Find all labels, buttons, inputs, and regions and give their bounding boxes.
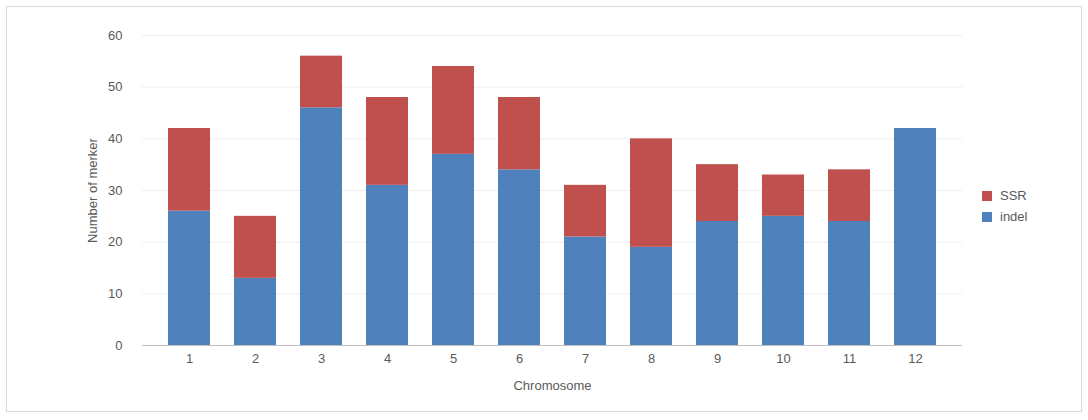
svg-text:Chromosome: Chromosome xyxy=(513,378,591,393)
svg-text:7: 7 xyxy=(582,351,589,366)
svg-text:10: 10 xyxy=(776,351,790,366)
svg-text:40: 40 xyxy=(108,131,122,146)
svg-text:50: 50 xyxy=(108,79,122,94)
svg-text:8: 8 xyxy=(648,351,655,366)
html-text:indel: indel xyxy=(1000,209,1028,224)
svg-text:20: 20 xyxy=(108,234,122,249)
svg-text:9: 9 xyxy=(714,351,721,366)
svg-text:0: 0 xyxy=(115,338,122,353)
svg-text:5: 5 xyxy=(450,351,457,366)
svg-text:6: 6 xyxy=(516,351,523,366)
svg-text:1: 1 xyxy=(186,351,193,366)
svg-text:4: 4 xyxy=(384,351,391,366)
svg-text:11: 11 xyxy=(843,351,857,366)
html-text:SSR: SSR xyxy=(1000,188,1027,203)
svg-text:10: 10 xyxy=(108,286,122,301)
svg-text:Number of merker: Number of merker xyxy=(85,137,100,242)
svg-text:2: 2 xyxy=(252,351,259,366)
svg-text:12: 12 xyxy=(908,351,922,366)
svg-text:60: 60 xyxy=(108,28,122,43)
svg-text:30: 30 xyxy=(108,183,122,198)
svg-text:3: 3 xyxy=(318,351,325,366)
